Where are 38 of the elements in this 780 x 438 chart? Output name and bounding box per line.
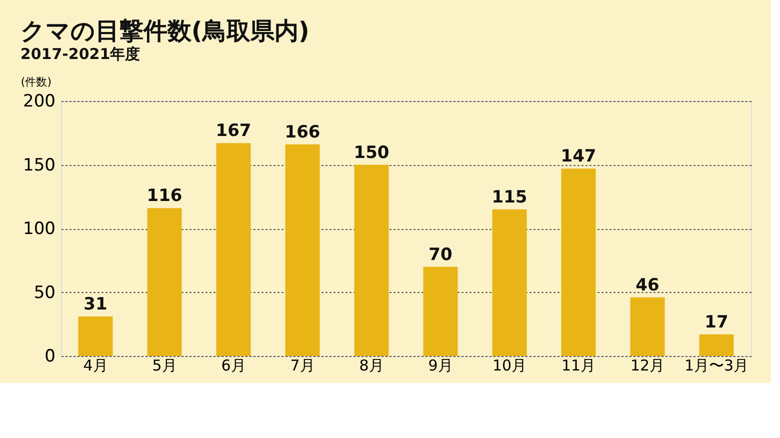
x-tick-label: 7月 [290,356,315,374]
bar [285,144,320,356]
bar [561,168,596,356]
bar [699,334,734,356]
y-tick-label: 150 [23,155,56,176]
data-label: 115 [492,187,528,208]
bar [630,297,665,356]
y-axis-title: (件数) [20,76,52,88]
y-tick-label: 50 [34,282,56,303]
x-tick-label: 8月 [359,356,384,374]
x-tick-label: 6月 [221,356,246,374]
x-tick-label: 4月 [83,356,108,374]
x-tick-label: 10月 [492,356,527,374]
data-label: 116 [146,186,182,206]
x-tick-label: 5月 [152,356,177,374]
data-label: 167 [216,121,252,142]
data-label: 46 [636,275,660,296]
y-tick-label: 100 [23,219,56,239]
y-tick-label: 200 [23,92,56,112]
bar [147,208,182,356]
data-label: 31 [84,294,108,314]
data-label: 70 [428,244,452,265]
bar [354,164,389,356]
y-tick-label: 0 [44,346,56,366]
x-tick-label: 9月 [428,356,453,374]
x-tick-label: 1月〜3月 [684,356,749,374]
bar [78,316,113,356]
data-label: 17 [704,312,728,332]
chart-subtitle: 2017-2021年度 [20,45,140,63]
chart-title: クマの目撃件数(鳥取県内) [20,17,310,45]
x-tick-label: 11月 [561,356,596,374]
x-tick-label: 12月 [630,356,665,374]
bar [423,266,458,356]
data-label: 150 [354,142,390,163]
data-label: 147 [560,146,596,167]
data-label: 166 [284,122,320,142]
bar [216,143,251,356]
bar [492,209,527,356]
